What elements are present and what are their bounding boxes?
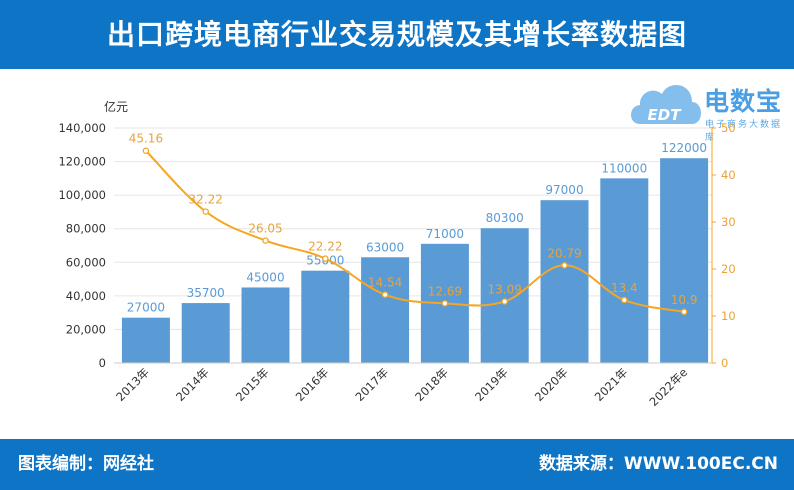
x-tick-label: 2017年 <box>352 365 391 404</box>
y-tick-label: 20,000 <box>66 322 106 336</box>
line-point <box>680 308 688 316</box>
y-tick-label: 0 <box>99 356 106 370</box>
logo-subtitle: 电子商务大数据库 <box>705 120 783 143</box>
y2-tick-label: 30 <box>721 215 736 229</box>
x-tick-label: 2015年 <box>233 365 272 404</box>
bar-value-label: 71000 <box>426 227 464 241</box>
bar <box>600 178 649 363</box>
right-y-axis: 0 10 20 30 40 50 <box>711 121 736 370</box>
bar-value-label: 122000 <box>661 141 707 155</box>
y2-tick-label: 20 <box>721 262 736 276</box>
logo-icon-text: EDT <box>648 106 683 124</box>
growth-line <box>145 150 685 313</box>
chart-area: 2700035700450005500063000710008030097000… <box>58 99 736 409</box>
line-value-label: 13.4 <box>611 281 638 295</box>
x-tick-label: 2018年 <box>412 365 451 404</box>
y2-tick-label: 50 <box>721 121 736 135</box>
line-point <box>561 262 568 269</box>
bar <box>361 257 410 363</box>
footer-bar: 图表编制：网经社 数据来源：WWW.100EC.CN <box>0 439 794 490</box>
line-value-label: 45.16 <box>129 132 163 146</box>
cloud-icon: EDT <box>631 84 701 124</box>
line-point <box>441 300 449 307</box>
line-point <box>202 208 209 215</box>
x-tick-label: 2021年 <box>592 365 631 404</box>
page-title: 出口跨境电商行业交易规模及其增长率数据图 <box>106 18 687 51</box>
x-axis: 2013年 2014年 2015年 2016年 2017年 2018年 2019年 2020年… <box>113 362 712 409</box>
bar-value-label: 97000 <box>545 183 583 197</box>
bar-value-label: 27000 <box>127 301 165 315</box>
bar <box>660 158 709 363</box>
bar-value-label: 45000 <box>246 270 284 284</box>
line-value-label: 14.54 <box>368 276 402 290</box>
x-tick-label: 2020年 <box>532 365 571 404</box>
y-unit-label: 亿元 <box>104 99 128 114</box>
line-value-label: 22.22 <box>308 240 342 254</box>
bar-value-label: 35700 <box>187 286 225 300</box>
bar-value-label: 80300 <box>486 211 524 225</box>
bar-value-label: 110000 <box>601 161 647 175</box>
bar <box>301 270 350 363</box>
footer-credit: 图表编制：网经社 <box>18 454 154 474</box>
line-point <box>621 296 628 304</box>
x-tick-label: 2013年 <box>113 365 152 404</box>
y2-tick-label: 10 <box>721 309 736 323</box>
footer-source: 数据来源：WWW.100EC.CN <box>538 454 778 474</box>
line-value-label: 20.79 <box>547 246 581 260</box>
y-tick-label: 80,000 <box>66 222 106 236</box>
left-y-axis: 0 20,000 40,000 60,000 80,000 100,000 120,000 1… <box>58 121 106 370</box>
y-tick-label: 140,000 <box>58 121 106 135</box>
y-tick-label: 120,000 <box>58 155 106 169</box>
line-point <box>381 291 389 298</box>
y2-tick-label: 40 <box>721 168 736 182</box>
line-value-label: 26.05 <box>248 222 282 236</box>
line-point <box>262 237 269 244</box>
line-value-label: 32.22 <box>189 193 223 207</box>
x-tick-label: 2022年e <box>646 365 690 409</box>
bar <box>540 200 589 363</box>
y-tick-label: 100,000 <box>58 188 106 202</box>
growth-line-series: 45.16 32.22 26.05 22.22 14.54 12.69 13.09 20.79… <box>129 132 698 316</box>
x-tick-label: 2014年 <box>173 365 212 404</box>
line-value-label: 10.9 <box>671 293 698 307</box>
y2-tick-label: 0 <box>721 356 728 370</box>
y-tick-label: 60,000 <box>66 255 106 269</box>
bar <box>241 287 290 363</box>
line-point <box>322 255 329 262</box>
bar <box>480 228 529 363</box>
logo-title: 电数宝 <box>704 87 783 116</box>
x-tick-label: 2016年 <box>293 365 332 404</box>
line-point <box>501 298 508 305</box>
header-bar: 出口跨境电商行业交易规模及其增长率数据图 <box>0 0 794 69</box>
y-tick-label: 40,000 <box>66 289 106 303</box>
bar <box>121 317 170 363</box>
x-tick-label: 2019年 <box>472 365 511 404</box>
bar-value-label: 63000 <box>366 240 404 254</box>
bar <box>181 303 230 363</box>
line-point <box>142 147 150 154</box>
line-value-label: 12.69 <box>428 284 462 298</box>
brand-logo: EDT 电数宝 电子商务大数据库 <box>626 74 790 143</box>
line-value-label: 13.09 <box>488 282 522 296</box>
